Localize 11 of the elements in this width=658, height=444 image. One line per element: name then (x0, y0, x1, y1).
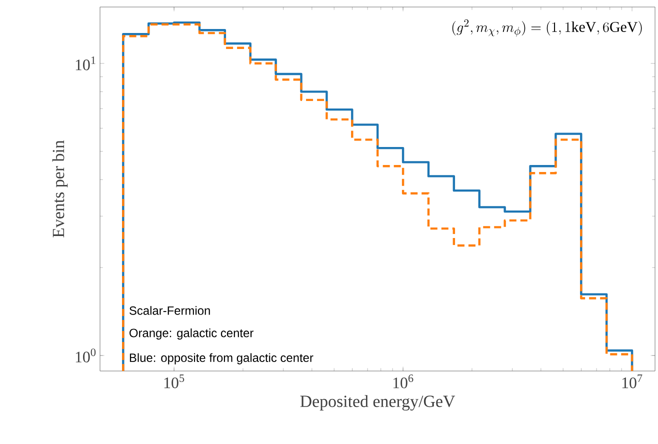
x-axis-title: Deposited energy/GeV (300, 395, 456, 411)
x-tick-label: 10$^{5}$ (164, 374, 184, 388)
x-tick-label: 10$^{6}$ (393, 374, 414, 388)
y-tick-label: 10$^{1}$ (76, 56, 96, 70)
annotation: $(g^2, m_\chi, m_\phi) = (1, 1\mathrm{keV}, 6\mathrm{GeV})$ (452, 19, 642, 37)
x-tick-label: 10$^{7}$ (622, 374, 642, 388)
annotation: Blue: opposite from galactic center (130, 353, 314, 364)
annotation: Scalar-Fermion (130, 306, 210, 315)
annotation: Orange: galactic center (130, 328, 254, 340)
y-axis-title: Events per bin (52, 140, 68, 238)
y-tick-label: 10$^{0}$ (76, 348, 96, 362)
